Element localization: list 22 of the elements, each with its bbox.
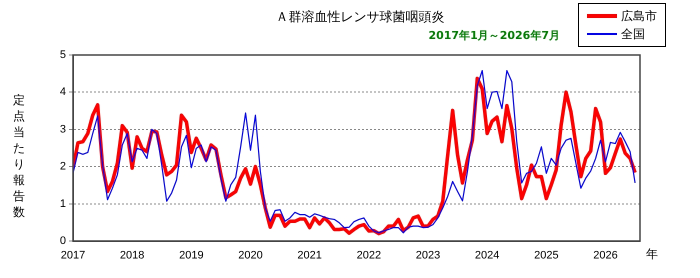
y-tick-label: 5	[60, 49, 66, 62]
x-tick-label: 2025	[534, 250, 559, 262]
x-tick-label: 2026	[593, 250, 618, 262]
x-tick-label: 2024	[474, 250, 500, 262]
x-tick-label: 2018	[120, 250, 144, 262]
y-tick-label: 3	[60, 123, 66, 136]
y-tick-label: 4	[60, 86, 66, 98]
chart-title: Ａ群溶血性レンサ球菌咽頭炎	[274, 9, 446, 26]
y-tick-label: 2	[60, 160, 66, 173]
x-tick-label: 2023	[416, 250, 440, 262]
legend-label: 全国	[621, 26, 645, 42]
legend-label: 広島市	[621, 8, 657, 24]
x-tick-label: 2019	[179, 250, 204, 262]
y-axis-title: 定点当たり報告数	[12, 92, 26, 220]
chart-subtitle: 2017年1月～2026年7月	[428, 28, 560, 43]
y-tick-label: 1	[60, 198, 66, 210]
x-axis-title: 年	[646, 246, 658, 263]
y-tick-label: 0	[60, 235, 66, 248]
x-tick-label: 2017	[60, 250, 86, 262]
x-tick-label: 2022	[356, 250, 382, 262]
x-tick-label: 2020	[238, 250, 263, 262]
x-tick-label: 2021	[297, 250, 322, 262]
